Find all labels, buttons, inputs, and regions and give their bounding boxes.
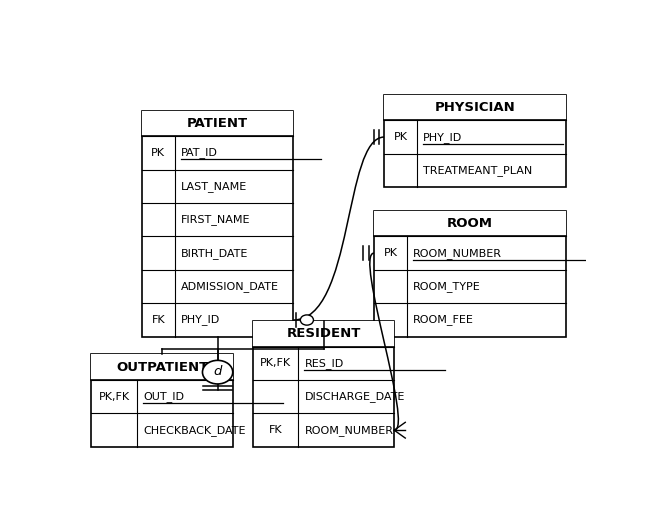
Text: PHYSICIAN: PHYSICIAN bbox=[434, 101, 516, 114]
Text: PK: PK bbox=[151, 148, 165, 158]
Bar bbox=[253, 321, 395, 346]
Text: ADMISSION_DATE: ADMISSION_DATE bbox=[181, 281, 279, 292]
Text: RESIDENT: RESIDENT bbox=[286, 328, 361, 340]
Text: FK: FK bbox=[269, 425, 283, 435]
Text: OUTPATIENT: OUTPATIENT bbox=[116, 361, 208, 374]
Bar bbox=[142, 110, 293, 136]
Bar bbox=[384, 95, 566, 187]
Text: LAST_NAME: LAST_NAME bbox=[181, 181, 247, 192]
Text: RES_ID: RES_ID bbox=[305, 358, 344, 369]
Text: PHY_ID: PHY_ID bbox=[423, 132, 462, 143]
Text: ROOM_NUMBER: ROOM_NUMBER bbox=[305, 425, 393, 436]
Text: PHY_ID: PHY_ID bbox=[181, 315, 220, 326]
Text: PK,FK: PK,FK bbox=[98, 392, 130, 402]
Text: d: d bbox=[214, 365, 222, 378]
Circle shape bbox=[202, 360, 233, 384]
Bar bbox=[253, 321, 395, 447]
Bar bbox=[374, 211, 566, 337]
Bar bbox=[384, 95, 566, 120]
Text: PK,FK: PK,FK bbox=[260, 358, 291, 368]
Bar bbox=[374, 211, 566, 237]
Bar bbox=[91, 355, 233, 447]
Text: DISCHARGE_DATE: DISCHARGE_DATE bbox=[305, 391, 405, 402]
Bar bbox=[91, 355, 233, 380]
Text: PK: PK bbox=[383, 248, 397, 258]
Bar bbox=[142, 110, 293, 337]
Text: PAT_ID: PAT_ID bbox=[181, 147, 217, 158]
Text: ROOM: ROOM bbox=[447, 217, 493, 230]
Text: FK: FK bbox=[152, 315, 165, 325]
Text: PATIENT: PATIENT bbox=[187, 117, 248, 130]
Text: CHECKBACK_DATE: CHECKBACK_DATE bbox=[143, 425, 245, 436]
Text: OUT_ID: OUT_ID bbox=[143, 391, 184, 402]
Text: FIRST_NAME: FIRST_NAME bbox=[181, 214, 250, 225]
Text: TREATMEANT_PLAN: TREATMEANT_PLAN bbox=[423, 165, 532, 176]
Text: PK: PK bbox=[393, 132, 408, 142]
Text: ROOM_TYPE: ROOM_TYPE bbox=[413, 281, 480, 292]
Circle shape bbox=[300, 315, 314, 325]
Text: ROOM_NUMBER: ROOM_NUMBER bbox=[413, 248, 502, 259]
Text: BIRTH_DATE: BIRTH_DATE bbox=[181, 248, 248, 259]
Text: ROOM_FEE: ROOM_FEE bbox=[413, 315, 474, 326]
